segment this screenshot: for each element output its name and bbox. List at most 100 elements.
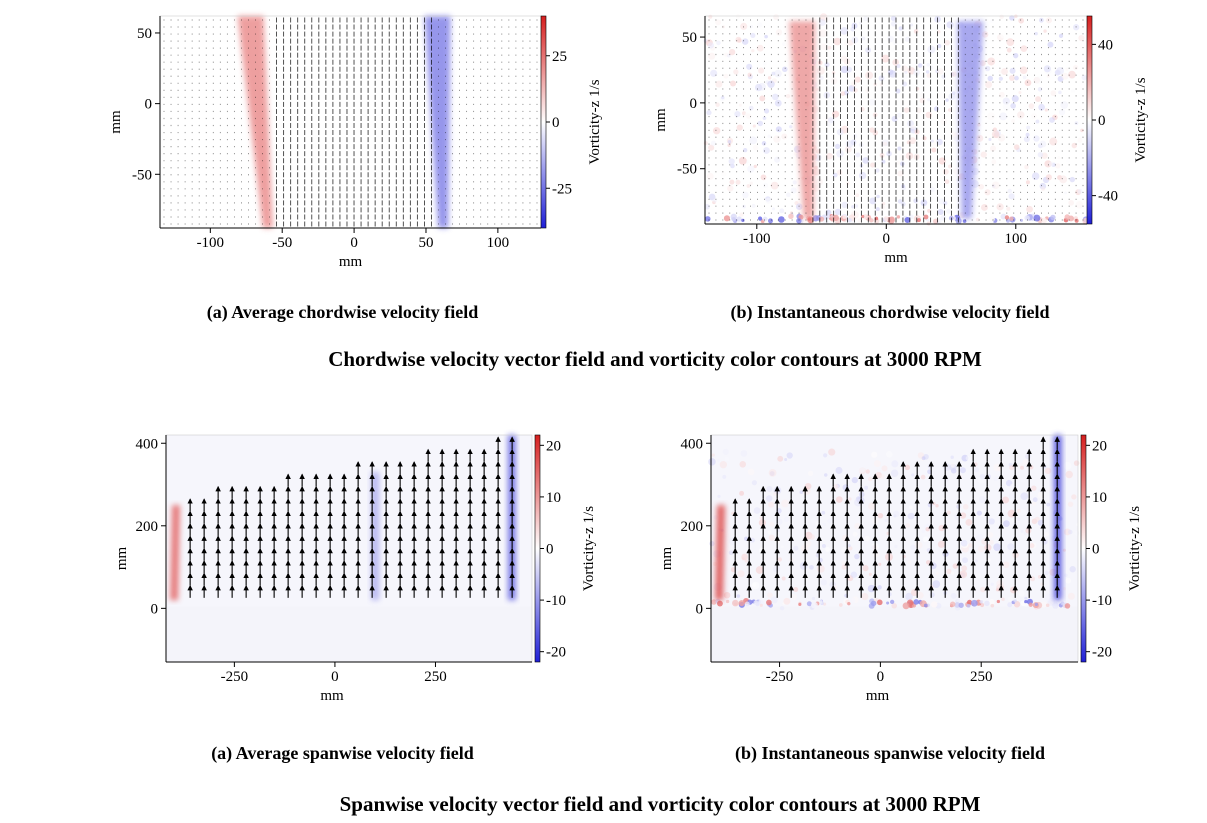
noise-speckle <box>809 534 815 540</box>
noise-speckle <box>1026 205 1033 213</box>
noise-speckle <box>1034 516 1040 522</box>
noise-speckle <box>1003 520 1010 527</box>
panel-chordwise-average: -100 -50 0 50 100 -50 0 50 mm mm -25 0 25 Vorticity-z… <box>108 15 603 270</box>
colorbar <box>1086 15 1093 225</box>
noise-speckle <box>976 566 985 575</box>
noise-speckle <box>987 112 995 121</box>
noise-speckle <box>706 110 712 116</box>
noise-speckle <box>816 74 825 82</box>
noise-speckle <box>953 167 961 175</box>
colorbar-tick-label: 20 <box>546 438 561 454</box>
noise-speckle <box>981 204 988 211</box>
noise-speckle <box>826 152 833 160</box>
noise-speckle <box>932 580 941 588</box>
noise-speckle <box>1031 113 1037 119</box>
noise-speckle <box>909 505 913 510</box>
noise-speckle <box>706 172 714 180</box>
noise-speckle <box>761 141 767 146</box>
y-tick-label: 0 <box>145 97 153 113</box>
wall-shear-speckle <box>989 216 995 222</box>
noise-speckle <box>821 510 826 515</box>
noise-speckle <box>834 143 841 150</box>
noise-speckle <box>710 140 717 146</box>
vortex-band-negative <box>1053 435 1062 601</box>
noise-speckle <box>855 152 861 158</box>
noise-speckle <box>852 133 858 139</box>
noise-speckle <box>741 38 749 45</box>
noise-speckle <box>721 171 727 177</box>
noise-speckle <box>1008 492 1017 500</box>
noise-speckle <box>815 149 821 154</box>
noise-speckle <box>737 570 745 578</box>
noise-speckle <box>1061 142 1067 147</box>
noise-speckle <box>1027 44 1036 53</box>
noise-speckle <box>766 486 773 493</box>
wall-shear-speckle <box>932 218 939 224</box>
noise-speckle <box>767 592 773 599</box>
noise-speckle <box>869 197 877 205</box>
noise-speckle <box>891 460 899 468</box>
noise-speckle <box>850 571 858 579</box>
noise-speckle <box>740 87 745 92</box>
wall-shear-speckle <box>757 599 764 606</box>
noise-speckle <box>1073 460 1080 466</box>
noise-speckle <box>1069 566 1076 573</box>
noise-speckle <box>799 562 808 570</box>
noise-speckle <box>749 181 753 186</box>
wall-shear-speckle <box>990 603 995 608</box>
noise-speckle <box>1013 144 1020 150</box>
noise-speckle <box>736 216 742 222</box>
colorbar-tick-label: 10 <box>546 490 561 506</box>
noise-speckle <box>921 456 926 461</box>
noise-speckle <box>960 539 968 547</box>
noise-speckle <box>1029 543 1035 549</box>
wall-shear-speckle <box>869 218 874 223</box>
wall-shear-speckle <box>904 217 911 223</box>
colorbar-tick-label: -10 <box>1092 593 1112 609</box>
wall-shear-speckle <box>940 214 947 221</box>
noise-speckle <box>1075 201 1084 209</box>
noise-speckle <box>1034 76 1043 85</box>
noise-speckle <box>872 550 880 558</box>
noise-speckle <box>1023 136 1030 143</box>
noise-speckle <box>1031 485 1037 491</box>
noise-speckle <box>943 477 949 483</box>
noise-speckle <box>1008 193 1015 200</box>
vector-field <box>163 17 538 227</box>
noise-speckle <box>865 88 870 93</box>
noise-speckle <box>998 76 1004 81</box>
noise-speckle <box>773 491 778 496</box>
noise-speckle <box>896 161 901 165</box>
noise-speckle <box>867 584 876 593</box>
noise-speckle <box>1013 52 1019 59</box>
noise-speckle <box>920 474 926 480</box>
noise-speckle <box>1067 592 1075 600</box>
noise-speckle <box>765 197 772 204</box>
noise-speckle <box>926 560 931 565</box>
wall-shear-speckle <box>1064 603 1071 609</box>
noise-speckle <box>813 168 821 176</box>
vortex-band-positive <box>237 16 273 228</box>
wall-shear-speckle <box>806 601 812 607</box>
noise-speckle <box>878 75 885 82</box>
noise-speckle <box>767 80 775 88</box>
noise-speckle <box>746 184 751 188</box>
noise-speckle <box>942 168 949 175</box>
noise-speckle <box>819 29 828 38</box>
noise-speckle <box>799 490 804 494</box>
wall-shear-speckle <box>732 599 739 607</box>
noise-speckle <box>848 497 852 501</box>
noise-speckle <box>933 106 939 112</box>
caption-chordwise-average: (a) Average chordwise velocity field <box>206 302 479 322</box>
noise-speckle <box>828 448 836 456</box>
noise-speckle <box>845 140 854 148</box>
wall-shear-speckle <box>1004 215 1010 220</box>
y-tick-label: 0 <box>151 601 159 617</box>
figure-title-chordwise: Chordwise velocity vector field and vort… <box>328 347 982 371</box>
noise-speckle <box>1025 132 1030 137</box>
x-tick-label: 250 <box>970 669 993 685</box>
noise-speckle <box>727 185 734 192</box>
y-axis-label: mm <box>114 547 130 571</box>
wall-shear-speckle <box>711 599 717 605</box>
noise-speckle <box>764 34 768 39</box>
